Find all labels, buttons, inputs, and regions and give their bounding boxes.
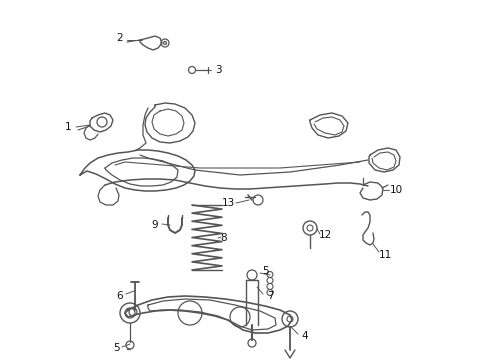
Text: 5: 5 — [113, 343, 119, 353]
Text: 7: 7 — [267, 291, 273, 301]
Text: 5: 5 — [262, 266, 269, 276]
Text: 3: 3 — [215, 65, 221, 75]
Text: 9: 9 — [152, 220, 158, 230]
Text: 4: 4 — [302, 331, 308, 341]
Text: 6: 6 — [117, 291, 123, 301]
Text: 11: 11 — [378, 250, 392, 260]
Text: 8: 8 — [220, 233, 227, 243]
Text: 1: 1 — [65, 122, 72, 132]
Text: 13: 13 — [221, 198, 235, 208]
Text: 2: 2 — [117, 33, 123, 43]
Text: 10: 10 — [390, 185, 403, 195]
Text: 12: 12 — [318, 230, 332, 240]
